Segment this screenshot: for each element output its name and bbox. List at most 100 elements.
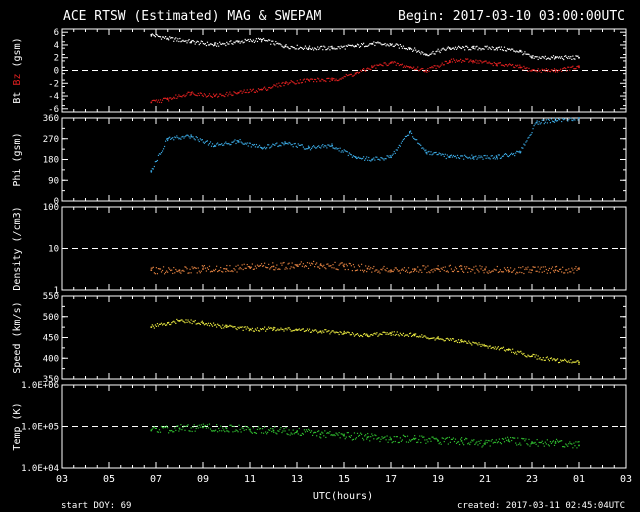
scatter-dot — [378, 158, 380, 160]
scatter-dot — [442, 153, 444, 156]
scatter-dot — [181, 96, 183, 98]
scatter-dot — [401, 63, 404, 65]
y-tick-label: 1.0E+04 — [21, 464, 59, 474]
scatter-dot — [288, 429, 290, 431]
scatter-dot — [153, 165, 155, 168]
scatter-dot — [364, 69, 366, 71]
scatter-dot — [470, 343, 472, 345]
scatter-dot — [525, 141, 527, 143]
scatter-dot — [406, 435, 409, 437]
scatter-dot — [250, 431, 252, 433]
scatter-dot — [209, 43, 212, 45]
scatter-dot — [352, 75, 355, 77]
scatter-dot — [433, 53, 435, 55]
scatter-dot — [341, 333, 343, 335]
scatter-dot — [283, 84, 285, 87]
scatter-dot — [393, 435, 395, 438]
scatter-dot — [157, 99, 160, 101]
scatter-dot — [570, 55, 572, 58]
data-point — [166, 98, 169, 101]
scatter-dot — [397, 147, 399, 149]
scatter-dot — [565, 55, 567, 57]
scatter-dot — [482, 48, 484, 50]
scatter-dot — [286, 82, 288, 84]
scatter-dot — [493, 441, 495, 443]
scatter-dot — [179, 95, 181, 97]
scatter-dot — [278, 145, 280, 147]
scatter-dot — [166, 324, 168, 326]
scatter-dot — [423, 53, 425, 56]
scatter-dot — [489, 62, 491, 64]
scatter-dot — [450, 154, 453, 156]
scatter-dot — [510, 267, 512, 269]
series-bz — [150, 58, 580, 104]
scatter-dot — [207, 44, 210, 46]
y-tick-label: -6 — [48, 105, 59, 115]
scatter-dot — [215, 429, 217, 431]
scatter-dot — [447, 62, 449, 64]
scatter-dot — [443, 48, 445, 50]
scatter-dot — [341, 150, 343, 152]
scatter-dot — [281, 82, 283, 84]
scatter-dot — [464, 439, 466, 441]
scatter-dot — [321, 45, 323, 47]
scatter-dot — [275, 143, 277, 145]
scatter-dot — [190, 42, 192, 44]
scatter-dot — [485, 60, 487, 62]
scatter-dot — [204, 141, 207, 143]
series-phi — [150, 117, 580, 173]
scatter-dot — [467, 443, 469, 445]
scatter-dot — [277, 145, 279, 148]
scatter-dot — [576, 66, 578, 68]
scatter-dot — [413, 270, 415, 273]
scatter-dot — [377, 41, 379, 43]
x-tick-label: 05 — [103, 474, 115, 485]
scatter-dot — [439, 270, 441, 272]
scatter-dot — [523, 352, 525, 355]
scatter-dot — [199, 426, 201, 428]
scatter-dot — [170, 430, 172, 432]
scatter-dot — [482, 269, 484, 272]
scatter-dot — [201, 40, 203, 43]
scatter-dot — [333, 147, 335, 149]
scatter-dot — [363, 439, 365, 441]
scatter-dot — [519, 442, 521, 444]
scatter-dot — [169, 36, 171, 38]
scatter-dot — [219, 41, 221, 43]
scatter-dot — [168, 137, 170, 139]
scatter-dot — [510, 64, 512, 66]
scatter-dot — [412, 50, 414, 52]
scatter-dot — [556, 120, 559, 122]
scatter-dot — [324, 329, 326, 331]
scatter-dot — [272, 329, 274, 331]
scatter-dot — [350, 45, 352, 47]
scatter-dot — [316, 262, 318, 264]
scatter-dot — [401, 439, 404, 441]
scatter-dot — [522, 147, 524, 149]
scatter-dot — [365, 265, 367, 267]
scatter-dot — [302, 433, 304, 435]
scatter-dot — [196, 425, 198, 427]
data-point — [371, 66, 373, 69]
scatter-dot — [153, 99, 155, 102]
scatter-dot — [489, 158, 491, 160]
scatter-dot — [530, 355, 532, 358]
scatter-dot — [230, 40, 232, 42]
scatter-dot — [372, 267, 374, 270]
scatter-dot — [164, 36, 167, 38]
scatter-dot — [326, 263, 328, 265]
scatter-dot — [177, 38, 179, 40]
scatter-dot — [417, 142, 419, 144]
scatter-dot — [388, 45, 390, 47]
scatter-dot — [476, 268, 478, 270]
scatter-dot — [247, 427, 249, 429]
scatter-dot — [543, 69, 545, 71]
scatter-dot — [506, 266, 509, 269]
scatter-dot — [555, 120, 558, 122]
scatter-dot — [356, 43, 359, 45]
scatter-dot — [405, 334, 408, 336]
scatter-dot — [289, 48, 291, 50]
scatter-dot — [368, 156, 370, 159]
scatter-dot — [497, 346, 499, 348]
scatter-dot — [349, 73, 351, 76]
